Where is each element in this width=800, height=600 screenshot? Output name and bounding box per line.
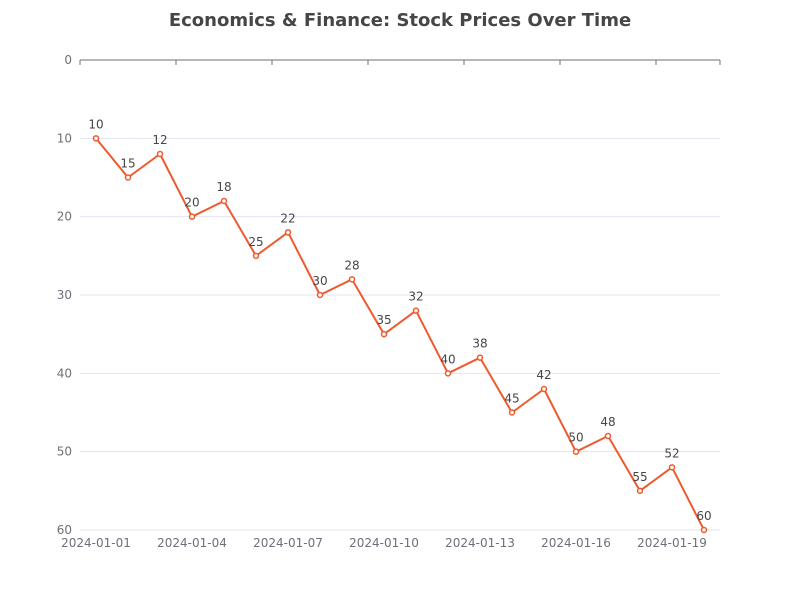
data-label: 55 [632, 470, 647, 484]
data-point [444, 370, 452, 377]
x-tick-label: 2024-01-13 [445, 536, 515, 550]
data-label: 38 [472, 337, 487, 351]
data-label: 20 [184, 196, 199, 210]
x-tick-label: 2024-01-19 [637, 536, 707, 550]
y-tick-label: 20 [57, 210, 72, 224]
data-label: 48 [600, 415, 615, 429]
data-label: 12 [152, 133, 167, 147]
x-tick-label: 2024-01-01 [61, 536, 131, 550]
data-label: 50 [568, 431, 583, 445]
data-label: 42 [536, 368, 551, 382]
data-point [252, 252, 260, 260]
data-point [124, 174, 132, 181]
series-line [95, 137, 705, 531]
chart-title: Economics & Finance: Stock Prices Over T… [168, 10, 632, 31]
data-label: 25 [248, 235, 263, 249]
data-point [348, 276, 356, 283]
data-label: 18 [216, 180, 231, 194]
data-point [668, 464, 676, 471]
data-point [220, 197, 228, 205]
y-tick-label: 30 [57, 288, 72, 302]
y-tick-label: 50 [57, 445, 72, 459]
data-point [412, 307, 420, 314]
data-label: 32 [408, 290, 423, 304]
data-label: 60 [696, 509, 711, 523]
data-label: 28 [344, 258, 359, 272]
data-point [316, 291, 324, 299]
data-label: 45 [504, 392, 519, 406]
x-tick-label: 2024-01-10 [349, 536, 419, 550]
data-point [156, 150, 164, 158]
data-point [604, 432, 612, 440]
x-tick-label: 2024-01-16 [541, 536, 611, 550]
data-label: 22 [280, 211, 295, 225]
data-point [92, 135, 100, 142]
x-tick-label: 2024-01-04 [157, 536, 227, 550]
data-label: 35 [376, 313, 391, 327]
data-point [476, 354, 484, 361]
y-tick-label: 60 [57, 523, 72, 537]
data-label: 10 [88, 117, 103, 131]
y-tick-label: 0 [64, 53, 72, 67]
data-point [540, 385, 548, 393]
x-tick-label: 2024-01-07 [253, 536, 323, 550]
data-label: 30 [312, 274, 327, 288]
y-tick-label: 40 [57, 366, 72, 380]
data-label: 52 [664, 446, 679, 460]
data-point [380, 330, 388, 338]
data-point [508, 409, 516, 416]
data-point [284, 229, 292, 236]
data-label: 15 [120, 157, 135, 171]
data-point [636, 487, 644, 495]
data-label: 40 [440, 352, 455, 366]
y-tick-label: 10 [57, 131, 72, 145]
data-point [188, 213, 196, 220]
data-point [572, 448, 580, 455]
data-point [700, 526, 708, 534]
